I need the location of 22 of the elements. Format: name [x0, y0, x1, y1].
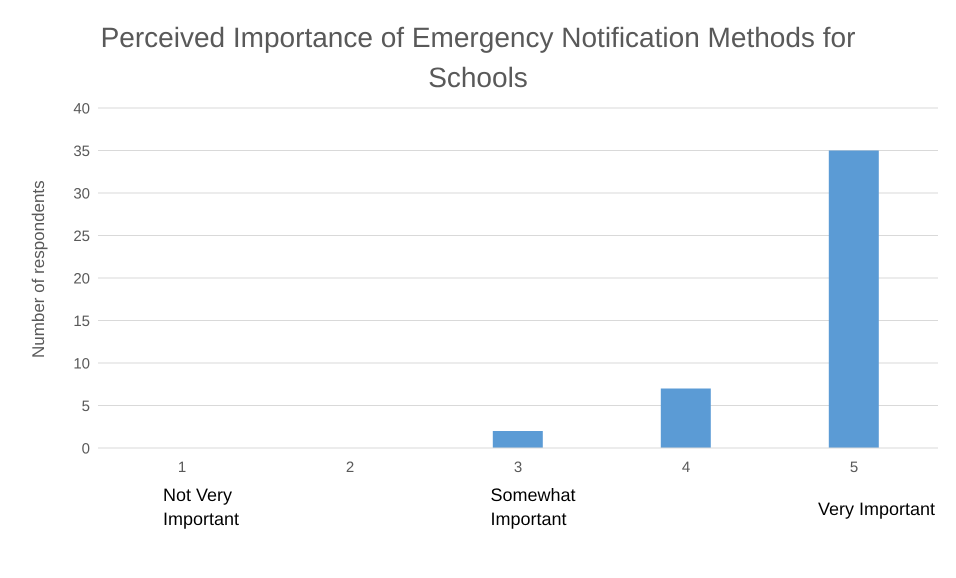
x-tick-label: 4: [682, 459, 690, 476]
x-tick-label: 3: [514, 459, 522, 476]
y-tick-label: 25: [73, 228, 90, 245]
y-tick-label: 30: [73, 185, 90, 202]
text: Very Important: [818, 498, 936, 521]
chart-title: Perceived Importance of Emergency Notification Methods for Schools: [100, 21, 856, 95]
y-tick-label: 40: [73, 100, 90, 118]
y-tick-label: 35: [73, 142, 90, 160]
bar: [492, 431, 543, 448]
x-tick-label: 5: [850, 459, 858, 476]
x-tick-label: 2: [346, 459, 354, 476]
y-tick-label: 15: [73, 312, 90, 330]
y-tick-label: 10: [73, 355, 90, 372]
text: Not Very Important: [163, 484, 240, 531]
y-tick-label: 5: [82, 398, 90, 415]
text: Somewhat Important: [490, 484, 577, 531]
y-tick-label: 20: [73, 270, 90, 288]
x-tick-label: 1: [178, 459, 186, 476]
bar: [660, 388, 711, 448]
y-axis-title: Number of respondents: [29, 180, 48, 358]
bar: [828, 150, 879, 448]
y-tick-label: 0: [82, 440, 90, 458]
